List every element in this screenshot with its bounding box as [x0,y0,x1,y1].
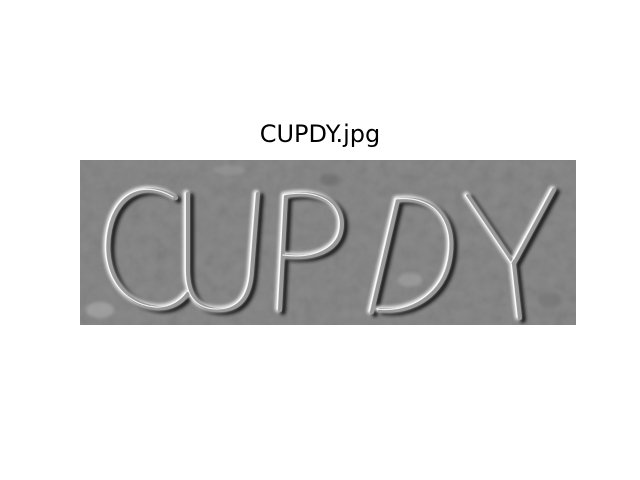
image-title: CUPDY.jpg [259,120,381,148]
captcha-blotches [86,165,562,318]
captcha-noise [80,160,576,325]
captcha-image [80,160,576,325]
captcha-image-svg [80,160,576,325]
